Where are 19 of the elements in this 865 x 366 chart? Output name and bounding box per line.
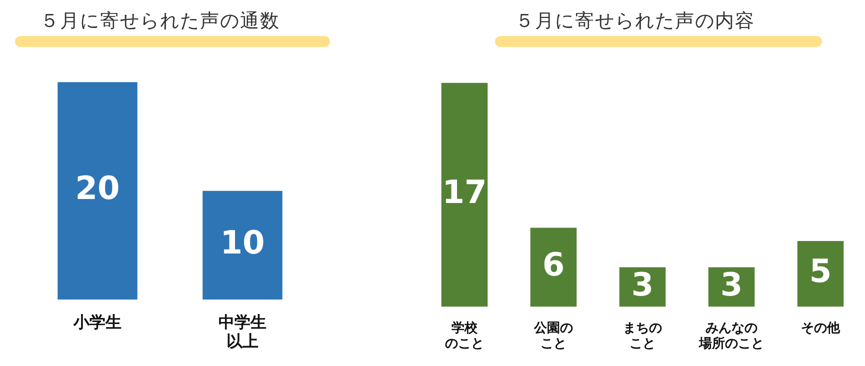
x-tick-label: まちのこと [623, 320, 662, 352]
chart-title: ５月に寄せられた声の内容 [515, 9, 755, 34]
data-label: 20 [75, 169, 120, 208]
x-tick-label: 小学生 [72, 312, 122, 332]
bar [441, 82, 488, 307]
x-tick-label: 学校のこと [445, 320, 484, 352]
data-label: 3 [720, 265, 743, 304]
bar [797, 240, 844, 307]
x-tick-label: みんなの場所のこと [698, 320, 764, 352]
x-tick-label: 公園のこと [533, 320, 573, 352]
data-label: 10 [220, 224, 265, 262]
chart-title: ５月に寄せられた声の通数 [40, 9, 280, 34]
data-label: 17 [442, 173, 487, 212]
data-label: 6 [542, 246, 565, 284]
data-label: 3 [631, 265, 654, 304]
x-tick-label: その他 [801, 320, 841, 336]
bar [530, 228, 577, 307]
x-tick-label: 中学生以上 [218, 312, 266, 351]
data-label: 5 [809, 252, 832, 290]
